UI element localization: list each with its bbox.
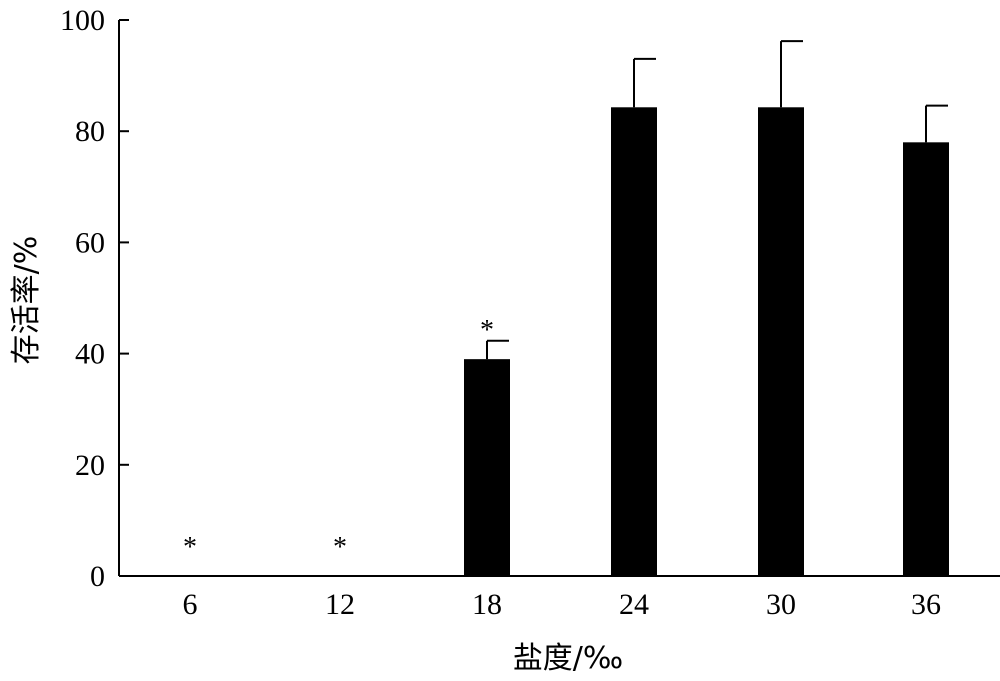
bar-36 (903, 142, 949, 576)
x-tick-label: 36 (911, 588, 941, 621)
significance-asterisk: * (333, 532, 347, 563)
x-tick-label: 18 (472, 588, 502, 621)
y-tick-label: 100 (60, 4, 105, 37)
bar-30 (758, 107, 804, 577)
x-axis-title: 盐度/‰ (513, 641, 623, 676)
x-axis: 6 12 18 24 30 36 (119, 575, 1000, 621)
significance-asterisk: * (480, 315, 494, 346)
y-tick-label: 80 (75, 115, 105, 148)
x-tick-label: 24 (619, 588, 649, 621)
y-tick-label: 20 (75, 449, 105, 482)
x-tick-label: 30 (766, 588, 796, 621)
y-tick-label: 60 (75, 226, 105, 259)
y-tick-label: 0 (90, 560, 105, 593)
error-bars (486, 40, 948, 360)
significance-annotations: * * * (183, 315, 494, 563)
significance-asterisk: * (183, 532, 197, 563)
x-tick-label: 12 (325, 588, 355, 621)
bar-18 (464, 359, 510, 576)
bars (464, 107, 949, 577)
x-tick-label: 6 (183, 588, 198, 621)
y-tick-label: 40 (75, 338, 105, 371)
y-axis-title: 存活率/% (9, 236, 44, 365)
bar-24 (611, 107, 657, 577)
y-axis: 0 20 40 60 80 100 (60, 4, 129, 593)
